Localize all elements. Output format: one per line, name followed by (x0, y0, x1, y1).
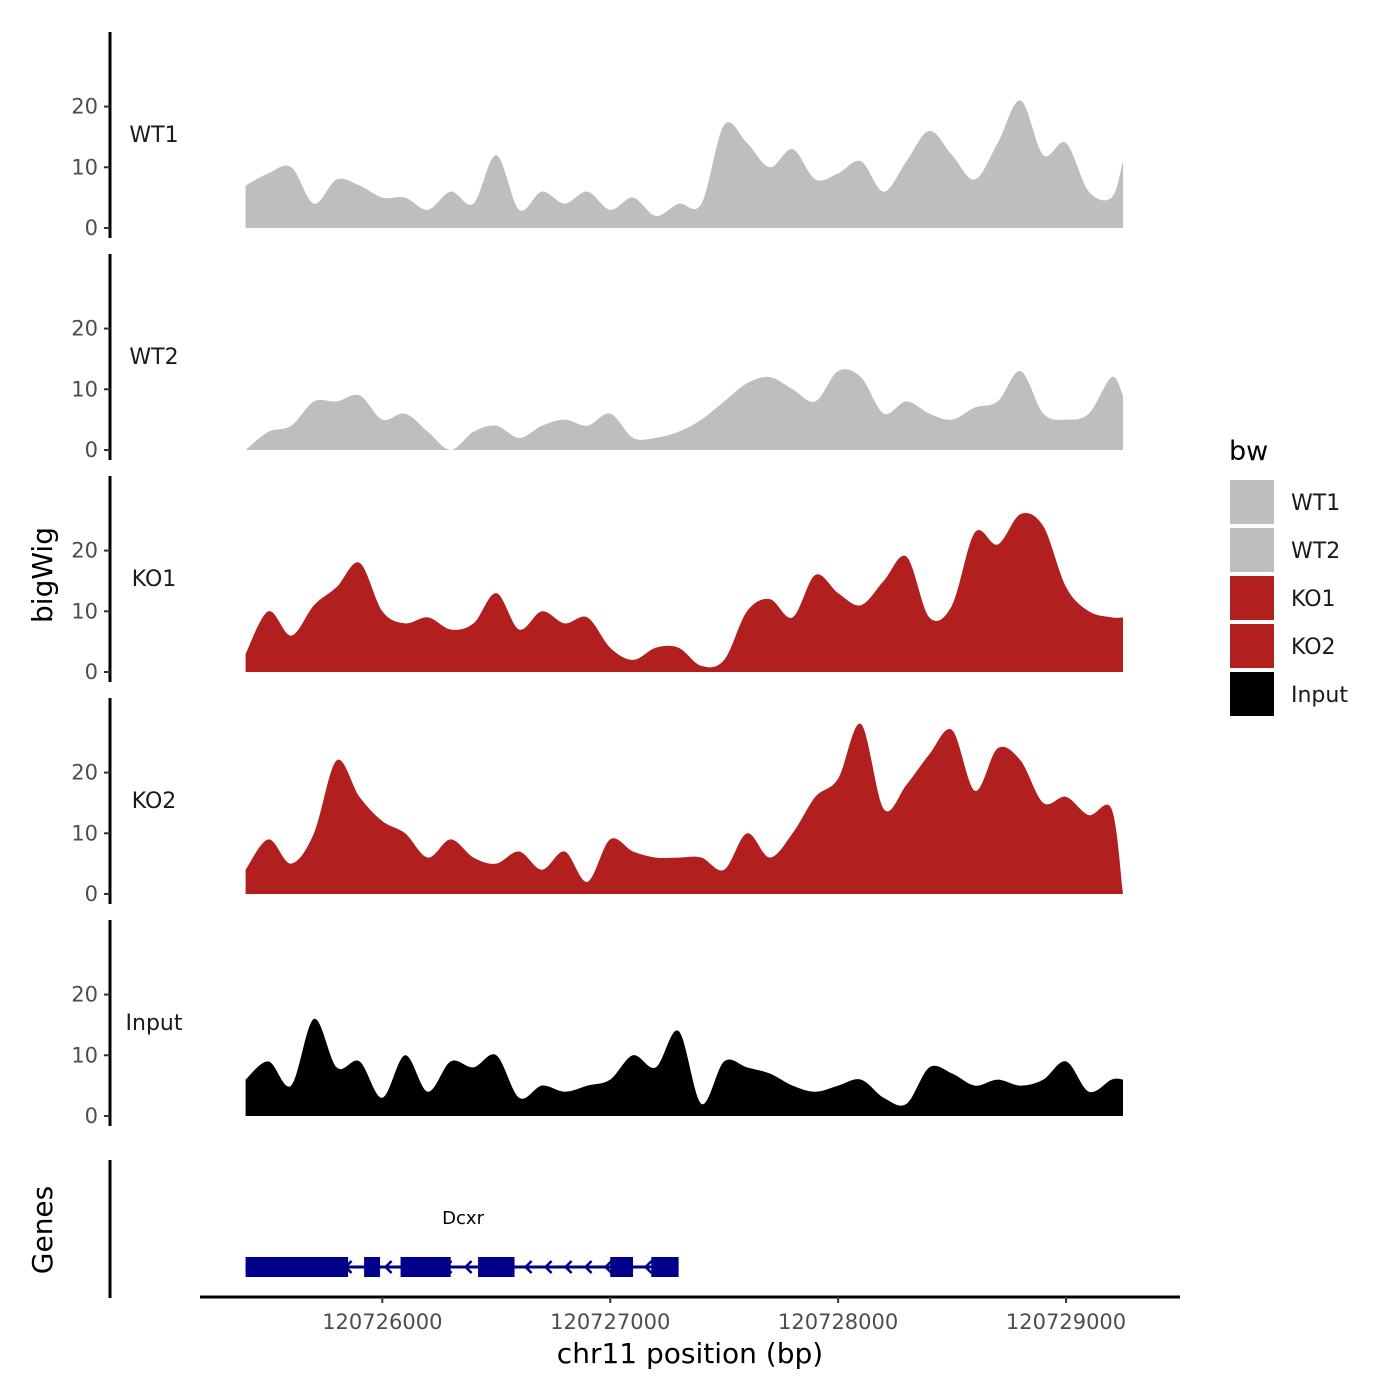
y-tick-label: 20 (71, 317, 98, 341)
legend-label: KO1 (1291, 587, 1336, 612)
y-tick-label: 20 (71, 95, 98, 119)
x-tick-label: 120728000 (778, 1310, 898, 1334)
track-ko2: 0 10 20 KO2 (71, 698, 1124, 906)
legend-title: bw (1229, 436, 1268, 467)
x-tick-label: 120726000 (322, 1310, 442, 1334)
y-tick-label: 10 (71, 821, 98, 845)
legend-label: Input (1291, 683, 1348, 708)
legend-entry-wt1: WT1 (1230, 480, 1340, 524)
x-tick-label: 120729000 (1006, 1310, 1126, 1334)
x-axis: 120726000 120727000 120728000 120729000 (200, 1295, 1180, 1334)
strand-arrow (463, 1260, 473, 1274)
legend-swatch (1230, 624, 1274, 668)
legend-entry-wt2: WT2 (1230, 528, 1340, 572)
track-input: 0 10 20 Input (71, 920, 1124, 1128)
y-tick-label: 10 (71, 155, 98, 179)
legend-swatch (1230, 528, 1274, 572)
legend-entry-input: Input (1230, 672, 1348, 716)
gene-dcxr: Dcxr (245, 1208, 679, 1277)
genes-panel-title: Genes (26, 1186, 59, 1274)
gene-exon (364, 1257, 381, 1277)
strand-arrow (603, 1260, 613, 1274)
gene-annotation-panel: Dcxr (108, 1160, 679, 1298)
track-wt2: 0 10 20 WT2 (71, 254, 1124, 462)
coverage-tracks: 0 10 20 WT1 0 10 20 WT2 0 10 20 KO1 0 10 20 KO2 0 10 20 Inp… (71, 32, 1124, 1128)
track-label: KO2 (132, 789, 177, 814)
area-ko1 (245, 513, 1124, 672)
x-tick-label: 120727000 (550, 1310, 670, 1334)
y-tick-label: 20 (71, 539, 98, 563)
y-axis-title: bigWig (26, 527, 59, 623)
strand-arrow (523, 1260, 533, 1274)
gene-exon (478, 1257, 515, 1277)
area-ko2 (245, 723, 1124, 894)
track-label: WT2 (129, 345, 178, 370)
legend-label: WT1 (1291, 491, 1340, 516)
legend: bw WT1 WT2 KO1 KO2 Input (1229, 436, 1348, 716)
legend-entry-ko2: KO2 (1230, 624, 1336, 668)
area-wt1 (245, 100, 1124, 228)
gene-exon (245, 1257, 349, 1277)
track-wt1: 0 10 20 WT1 (71, 32, 1124, 240)
strand-arrow (543, 1260, 553, 1274)
legend-swatch (1230, 576, 1274, 620)
y-tick-label: 10 (71, 1043, 98, 1067)
strand-arrow (563, 1260, 573, 1274)
area-wt2 (245, 369, 1124, 450)
track-label: KO1 (132, 567, 177, 592)
strand-arrow (583, 1260, 593, 1274)
x-axis-title: chr11 position (bp) (557, 1337, 823, 1370)
y-tick-label: 0 (85, 1104, 98, 1128)
area-input (245, 1018, 1124, 1116)
track-ko1: 0 10 20 KO1 (71, 476, 1124, 684)
strand-arrow (383, 1260, 393, 1274)
track-label: WT1 (129, 123, 178, 148)
y-tick-label: 20 (71, 761, 98, 785)
legend-label: WT2 (1291, 539, 1340, 564)
gene-exon (651, 1257, 679, 1277)
legend-swatch (1230, 480, 1274, 524)
legend-label: KO2 (1291, 635, 1336, 660)
gene-name-label: Dcxr (442, 1208, 484, 1229)
gene-exon (400, 1257, 451, 1277)
legend-swatch (1230, 672, 1274, 716)
y-tick-label: 10 (71, 599, 98, 623)
y-tick-label: 20 (71, 983, 98, 1007)
y-tick-label: 0 (85, 438, 98, 462)
gene-exon (610, 1257, 634, 1277)
track-label: Input (126, 1011, 183, 1036)
strand-arrow (643, 1260, 653, 1274)
y-tick-label: 10 (71, 377, 98, 401)
y-tick-label: 0 (85, 216, 98, 240)
y-tick-label: 0 (85, 882, 98, 906)
legend-entry-ko1: KO1 (1230, 576, 1336, 620)
y-tick-label: 0 (85, 660, 98, 684)
